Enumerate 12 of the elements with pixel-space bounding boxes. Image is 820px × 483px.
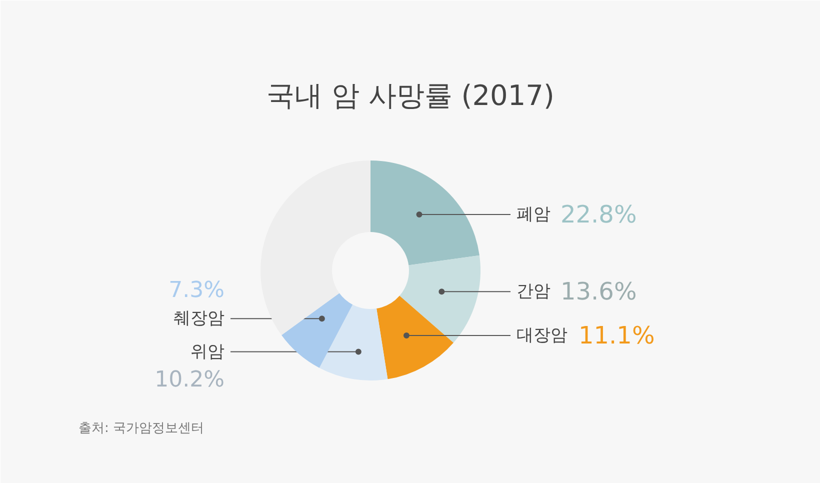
data-label: 10.2% [154, 367, 224, 392]
data-label: 22.8% [560, 200, 637, 228]
data-label: 13.6% [560, 278, 637, 306]
slice-label: 폐암 [516, 204, 550, 224]
source-note: 출처: 국가암정보센터 [78, 421, 204, 436]
slice-label: 위암 [190, 342, 224, 362]
slice-label: 췌장암 [174, 308, 224, 329]
chart-title: 국내 암 사망률 (2017) [266, 79, 554, 112]
data-label: 11.1% [578, 321, 655, 350]
slice-label: 간암 [516, 282, 550, 302]
slice-label: 대장암 [516, 325, 568, 346]
data-label: 7.3% [168, 278, 225, 304]
